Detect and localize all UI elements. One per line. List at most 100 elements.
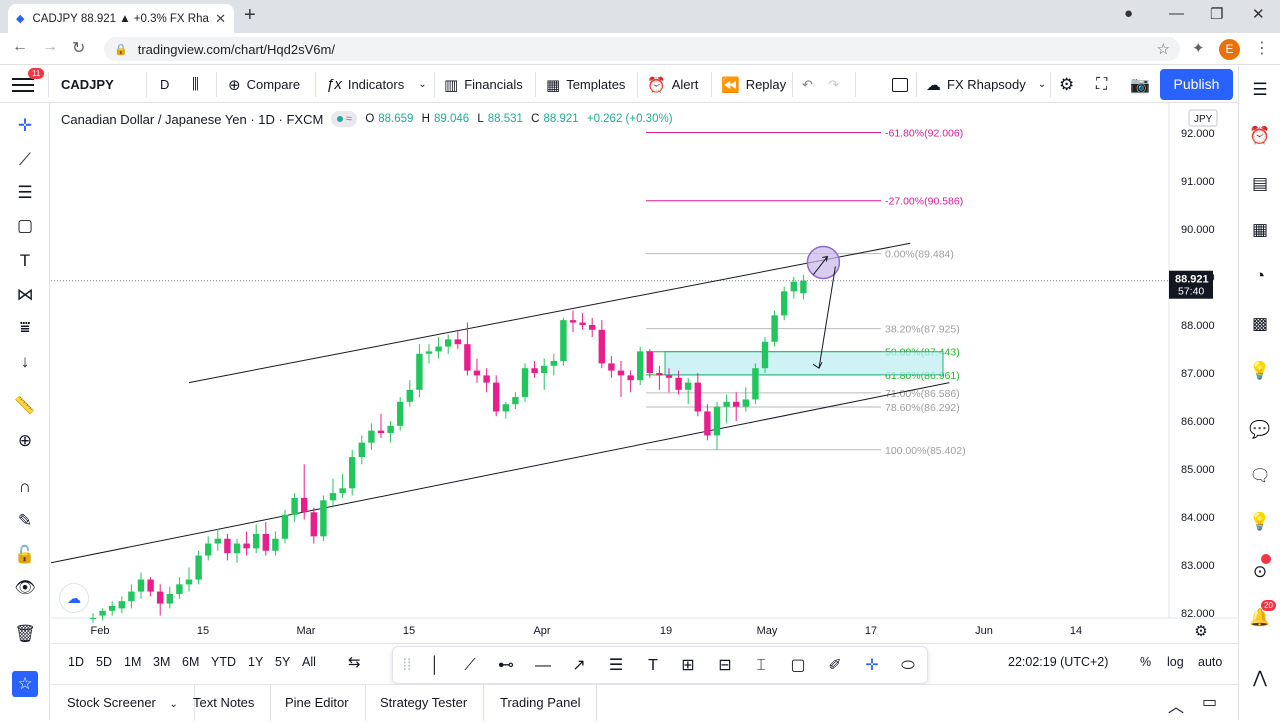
calendar-clock-icon[interactable]: ◔	[1254, 266, 1266, 285]
magnet-icon[interactable]: ∩	[18, 477, 32, 496]
fib-tool-icon[interactable]: ☰	[608, 657, 624, 674]
ruler-icon[interactable]: 📏	[14, 396, 36, 415]
layout-name-button[interactable]: ☁ FX Rhapsody ⌄	[926, 66, 1046, 103]
stock-screener-tab[interactable]: Stock Screener ⌄	[51, 685, 195, 721]
collapse-panel-chevron-up-icon[interactable]: ︿	[1168, 699, 1185, 716]
horizontal-line-icon[interactable]: —	[535, 657, 551, 674]
close-window-icon[interactable]: ✕	[1252, 6, 1265, 23]
data-window-icon[interactable]: ▤	[1251, 174, 1269, 193]
symbol-search-button[interactable]: CADJPY	[61, 77, 114, 92]
rectangle-shape-icon[interactable]: ▢	[16, 216, 34, 235]
back-icon[interactable]: ←	[12, 38, 28, 55]
range-6m-button[interactable]: 6M	[182, 655, 200, 669]
layout-chevron-down-icon[interactable]: ⌄	[1037, 79, 1047, 90]
range-1d-button[interactable]: 1D	[68, 655, 84, 669]
chat-icon[interactable]: 💬	[1249, 420, 1271, 439]
arrow-tool-icon[interactable]: ↗	[572, 657, 586, 674]
screener-chevron-down-icon[interactable]: ⌄	[169, 699, 178, 710]
snapshot-camera-icon[interactable]: 📷	[1130, 76, 1150, 94]
fib-retracement-icon[interactable]: ☰	[17, 183, 33, 202]
price-chart[interactable]: 92.00091.00090.00089.00088.00087.00086.0…	[51, 103, 1238, 643]
settings-gear-icon[interactable]: ⚙	[1059, 74, 1075, 94]
crosshair-icon[interactable]: ✛	[17, 116, 33, 135]
streams-bulb-icon[interactable]: 💡	[1249, 512, 1271, 531]
favorites-star-icon[interactable]: ☆	[12, 671, 38, 697]
ideas-bulb-icon[interactable]: 💡	[1249, 361, 1271, 380]
messages-icon[interactable]: 🗨	[1249, 466, 1271, 485]
vertical-line-icon[interactable]: │	[430, 657, 440, 674]
calendar-icon[interactable]: ▩	[1251, 314, 1269, 333]
url-input[interactable]: 🔒 tradingview.com/chart/Hqd2sV6m/ ☆	[104, 37, 1180, 61]
order-panel-icon[interactable]: ⋀	[1253, 668, 1267, 687]
price-range-icon[interactable]: ⊞	[681, 657, 695, 674]
bookmark-star-icon[interactable]: ☆	[1156, 41, 1170, 58]
arrow-down-icon[interactable]: ↓	[20, 352, 30, 371]
range-5y-button[interactable]: 5Y	[275, 655, 291, 669]
main-menu-icon[interactable]	[12, 74, 34, 96]
forward-icon[interactable]: →	[42, 38, 58, 55]
range-1m-button[interactable]: 1M	[124, 655, 142, 669]
close-tab-icon[interactable]: ✕	[215, 10, 226, 26]
auto-scale-toggle[interactable]: auto	[1198, 655, 1223, 669]
lock-drawing-mode-icon[interactable]: ✎	[17, 511, 33, 530]
rectangle-tool-icon[interactable]: ▢	[790, 657, 806, 674]
watchlist-icon[interactable]: ☰	[1252, 80, 1268, 99]
chart-style-candles-icon[interactable]: ⫼	[192, 76, 199, 93]
measure-icon[interactable]: ⌶	[756, 657, 766, 674]
pine-editor-tab[interactable]: Pine Editor	[269, 685, 366, 721]
reload-icon[interactable]: ↻	[72, 40, 86, 57]
range-all-button[interactable]: All	[302, 655, 316, 669]
clock-timezone[interactable]: 22:02:19 (UTC+2)	[1008, 655, 1109, 669]
pattern-icon[interactable]: ⋈	[16, 285, 34, 304]
new-tab-icon[interactable]: +	[244, 4, 256, 26]
lock-all-drawings-icon[interactable]: 🔓	[14, 545, 36, 564]
range-1y-button[interactable]: 1Y	[248, 655, 264, 669]
tradingview-logo-icon[interactable]: ☁	[59, 583, 89, 613]
brush-icon[interactable]: ✐	[828, 657, 842, 674]
extensions-icon[interactable]: ✦	[1192, 40, 1205, 57]
text-notes-tab[interactable]: Text Notes	[177, 685, 272, 721]
remove-drawings-trash-icon[interactable]: 🗑	[14, 624, 36, 643]
publish-button[interactable]: Publish	[1160, 69, 1233, 100]
undo-icon[interactable]: ↶	[802, 76, 813, 92]
range-3m-button[interactable]: 3M	[153, 655, 171, 669]
chart-pane[interactable]: 92.00091.00090.00089.00088.00087.00086.0…	[51, 103, 1238, 643]
hotlists-icon[interactable]: ▦	[1251, 220, 1269, 239]
maximize-panel-icon[interactable]: ▭	[1202, 694, 1218, 711]
browser-account-icon[interactable]: ●	[1124, 5, 1134, 22]
strategy-tester-tab[interactable]: Strategy Tester	[364, 685, 485, 721]
compare-button[interactable]: ⊕ Compare	[228, 66, 300, 103]
trend-line-tool-icon[interactable]: ⟋	[464, 657, 476, 674]
text-tool-icon[interactable]: T	[19, 251, 31, 270]
drag-handle-icon[interactable]: ⁞⁞	[402, 657, 412, 674]
date-range-icon[interactable]: ⇆	[348, 654, 361, 671]
fullscreen-icon[interactable]: ⛶	[1096, 75, 1108, 93]
trading-panel-tab[interactable]: Trading Panel	[484, 685, 598, 721]
templates-button[interactable]: ▦ Templates	[546, 66, 625, 103]
text-drawing-icon[interactable]: T	[648, 657, 658, 674]
profile-avatar[interactable]: E	[1219, 39, 1240, 60]
range-ytd-button[interactable]: YTD	[211, 655, 236, 669]
trend-line-icon[interactable]: ⟋	[19, 150, 31, 169]
minimize-icon[interactable]: —	[1169, 5, 1184, 22]
browser-tab[interactable]: ◆ CADJPY 88.921 ▲ +0.3% FX Rhapsody ✕	[8, 4, 234, 33]
indicators-button[interactable]: ƒx Indicators ⌄	[326, 66, 427, 103]
financials-button[interactable]: ▥ Financials	[444, 66, 523, 103]
redo-icon[interactable]: ↷	[828, 76, 839, 92]
hide-drawings-eye-icon[interactable]: 👁	[14, 578, 36, 597]
indicators-chevron-down-icon[interactable]: ⌄	[418, 79, 427, 90]
date-price-range-icon[interactable]: ⊟	[718, 657, 732, 674]
log-scale-toggle[interactable]: log	[1167, 655, 1184, 669]
alert-button[interactable]: ⏰ Alert	[647, 66, 698, 103]
interval-button[interactable]: D	[160, 77, 170, 92]
ellipse-icon[interactable]: ⬭	[901, 657, 915, 674]
zoom-in-icon[interactable]: ⊕	[17, 431, 33, 450]
layout-square-icon[interactable]	[892, 66, 908, 103]
notifications-bell-icon[interactable]: 🔔	[1249, 608, 1271, 627]
streams-play-icon[interactable]: ⊙	[1252, 562, 1268, 581]
prediction-icon[interactable]: ⩸	[19, 318, 31, 337]
range-5d-button[interactable]: 5D	[96, 655, 112, 669]
maximize-icon[interactable]: ❐	[1210, 6, 1224, 23]
replay-button[interactable]: ⏪ Replay	[721, 66, 786, 103]
cross-line-icon[interactable]: ✛	[865, 657, 879, 674]
